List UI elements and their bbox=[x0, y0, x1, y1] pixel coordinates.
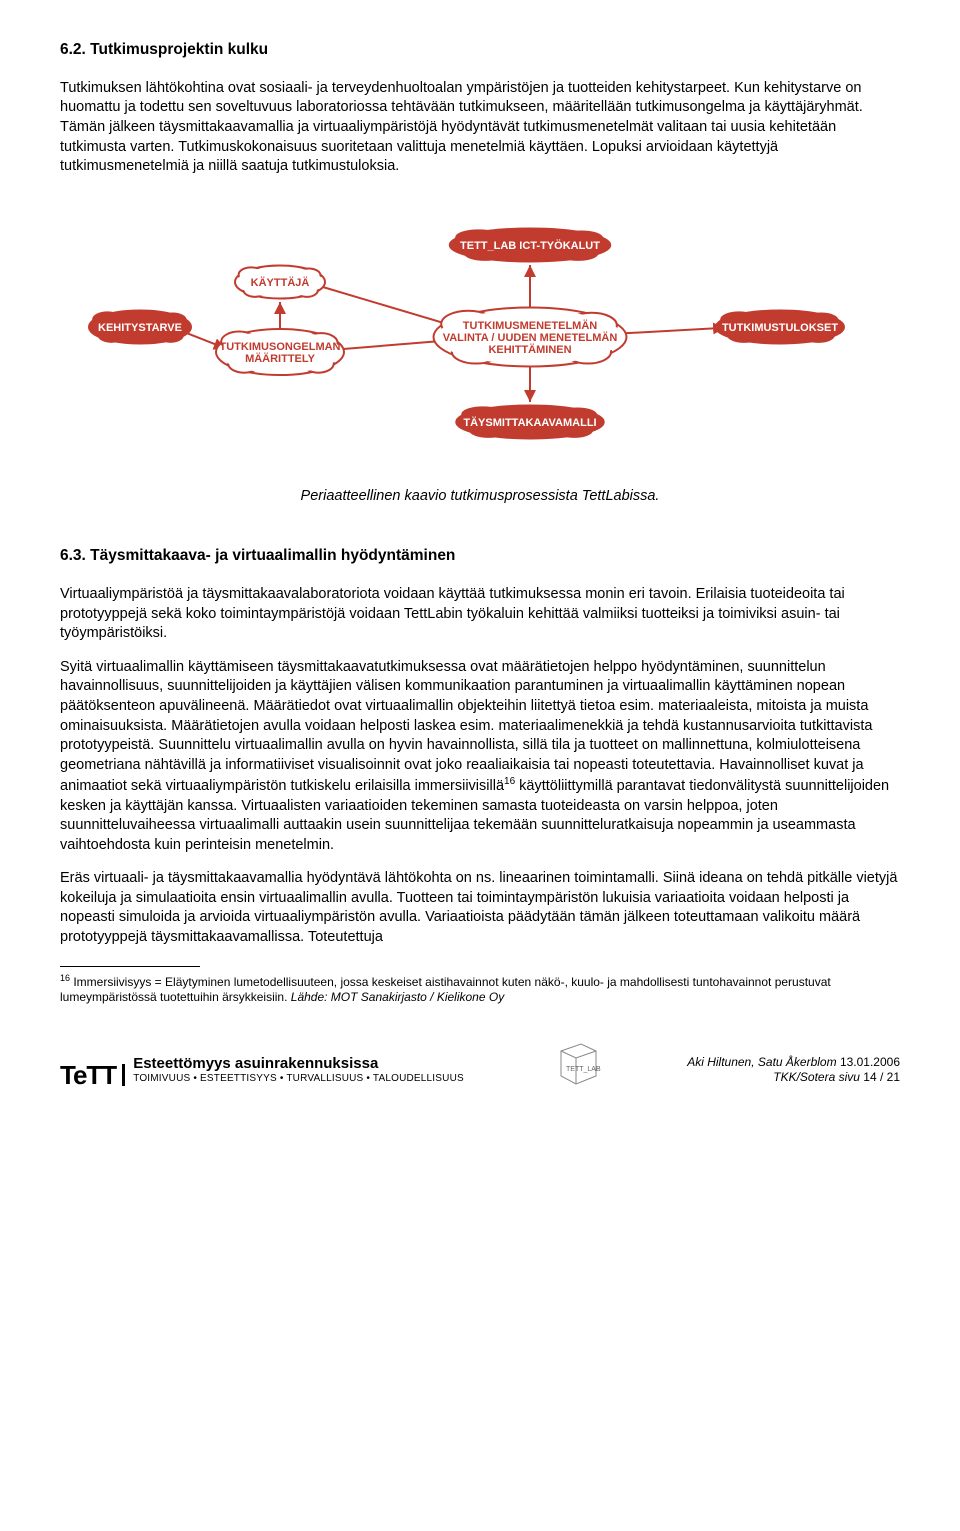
page-footer: TeTT Esteettömyys asuinrakennuksissa TOI… bbox=[60, 1036, 900, 1086]
svg-text:TUTKIMUSMENETELMÄN: TUTKIMUSMENETELMÄN bbox=[463, 319, 597, 332]
footnote-separator bbox=[60, 966, 200, 967]
svg-text:MÄÄRITTELY: MÄÄRITTELY bbox=[245, 352, 316, 365]
section-heading-2: 6.3. Täysmittakaava- ja virtuaalimallin … bbox=[60, 546, 900, 567]
footer-left-text: Esteettömyys asuinrakennuksissa TOIMIVUU… bbox=[133, 1055, 464, 1086]
para2-part-a: Syitä virtuaalimallin käyttämiseen täysm… bbox=[60, 659, 872, 794]
svg-text:VALINTA / UUDEN MENETELMÄN: VALINTA / UUDEN MENETELMÄN bbox=[443, 331, 618, 344]
flowchart-diagram: KEHITYSTARVE TUTKIMUSONGELMANMÄÄRITTELY KÄ… bbox=[60, 207, 900, 457]
footer-center: TETT_LAB bbox=[551, 1036, 601, 1086]
diagram-caption: Periaatteellinen kaavio tutkimusprosessi… bbox=[60, 487, 900, 507]
footer-subtitle: TOIMIVUUS • ESTEETTISYYS • TURVALLISUUS … bbox=[133, 1073, 464, 1086]
tett-logo: TeTT bbox=[60, 1064, 125, 1086]
svg-text:TÄYSMITTAKAAVAMALLI: TÄYSMITTAKAAVAMALLI bbox=[463, 416, 596, 429]
footer-left: TeTT Esteettömyys asuinrakennuksissa TOI… bbox=[60, 1055, 464, 1086]
footnote-number: 16 bbox=[60, 973, 70, 983]
svg-text:TETT_LAB ICT-TYÖKALUT: TETT_LAB ICT-TYÖKALUT bbox=[460, 239, 600, 252]
section-heading-1: 6.2. Tutkimusprojektin kulku bbox=[60, 40, 900, 61]
footer-page-number: 14 / 21 bbox=[863, 1070, 900, 1084]
section2-para1: Virtuaaliympäristöä ja täysmittakaavalab… bbox=[60, 585, 900, 644]
footnote-16: 16 Immersiivisyys = Eläytyminen lumetode… bbox=[60, 973, 900, 1006]
svg-text:KÄYTTÄJÄ: KÄYTTÄJÄ bbox=[251, 276, 310, 289]
footer-authors-date: Aki Hiltunen, Satu Åkerblom 13.01.2006 bbox=[687, 1055, 900, 1071]
tettlab-cube-icon: TETT_LAB bbox=[551, 1036, 601, 1086]
svg-text:KEHITYSTARVE: KEHITYSTARVE bbox=[98, 322, 182, 334]
svg-text:TUTKIMUSTULOKSET: TUTKIMUSTULOKSET bbox=[722, 322, 838, 334]
svg-text:KEHITTÄMINEN: KEHITTÄMINEN bbox=[488, 343, 571, 356]
section2-para3: Eräs virtuaali- ja täysmittakaavamallia … bbox=[60, 869, 900, 947]
svg-text:TETT_LAB: TETT_LAB bbox=[566, 1066, 601, 1073]
footer-right: Aki Hiltunen, Satu Åkerblom 13.01.2006 T… bbox=[687, 1055, 900, 1086]
section2-para2: Syitä virtuaalimallin käyttämiseen täysm… bbox=[60, 658, 900, 855]
footer-date: 13.01.2006 bbox=[840, 1055, 900, 1069]
footnote-source: Lähde: MOT Sanakirjasto / Kielikone Oy bbox=[291, 990, 504, 1004]
footer-authors: Aki Hiltunen, Satu Åkerblom bbox=[687, 1055, 840, 1069]
footnote-ref-16: 16 bbox=[504, 776, 515, 787]
svg-text:TUTKIMUSONGELMAN: TUTKIMUSONGELMAN bbox=[220, 341, 341, 353]
footer-org: TKK/Sotera sivu bbox=[773, 1070, 863, 1084]
footer-title: Esteettömyys asuinrakennuksissa bbox=[133, 1055, 464, 1074]
footer-page-info: TKK/Sotera sivu 14 / 21 bbox=[687, 1070, 900, 1086]
section1-para1: Tutkimuksen lähtökohtina ovat sosiaali- … bbox=[60, 79, 900, 177]
